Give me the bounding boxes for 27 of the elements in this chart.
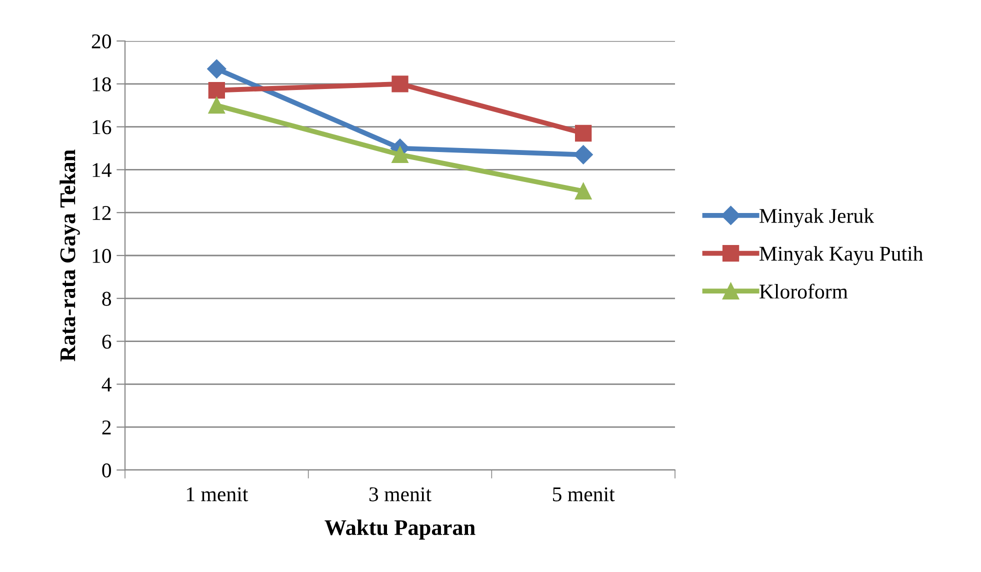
y-tick-label: 20 <box>92 34 112 48</box>
point <box>575 124 592 142</box>
point <box>208 97 225 114</box>
y-tick-label: 2 <box>102 420 111 434</box>
y-axis-title: Rata-rata Gaya Tekan <box>60 150 80 362</box>
legend-label: Minyak Jeruk <box>760 208 874 228</box>
legend-label: Minyak Kayu Putih <box>760 246 923 266</box>
point <box>392 76 408 92</box>
point <box>392 146 408 164</box>
point <box>575 182 592 200</box>
y-tick-label: 12 <box>92 206 111 220</box>
y-tick-label: 0 <box>102 463 112 478</box>
x-axis-title: Waktu Paparan <box>324 519 476 540</box>
point <box>208 82 225 99</box>
point <box>207 59 226 78</box>
point <box>574 145 593 164</box>
legend-label: Kloroform <box>760 284 848 299</box>
y-tick-label: 18 <box>92 77 112 92</box>
y-tick-label: 4 <box>102 378 112 392</box>
y-tick-label: 14 <box>92 163 112 177</box>
x-tick-label: 1 menit <box>186 487 248 502</box>
x-tick-label: 5 menit <box>553 487 615 502</box>
x-tick-label: 3 menit <box>369 487 432 502</box>
y-tick-label: 16 <box>92 120 112 134</box>
y-tick-label: 8 <box>102 292 112 306</box>
y-tick-label: 6 <box>102 334 112 349</box>
y-tick-label: 10 <box>92 248 112 263</box>
